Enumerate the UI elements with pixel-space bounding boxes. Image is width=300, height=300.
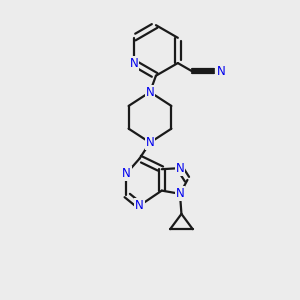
Text: N: N [146, 85, 154, 98]
Text: N: N [176, 162, 184, 175]
Text: N: N [216, 65, 225, 78]
Text: N: N [146, 136, 154, 149]
Text: N: N [135, 199, 144, 212]
Text: N: N [130, 57, 138, 70]
Text: N: N [122, 167, 131, 180]
Text: N: N [176, 187, 184, 200]
